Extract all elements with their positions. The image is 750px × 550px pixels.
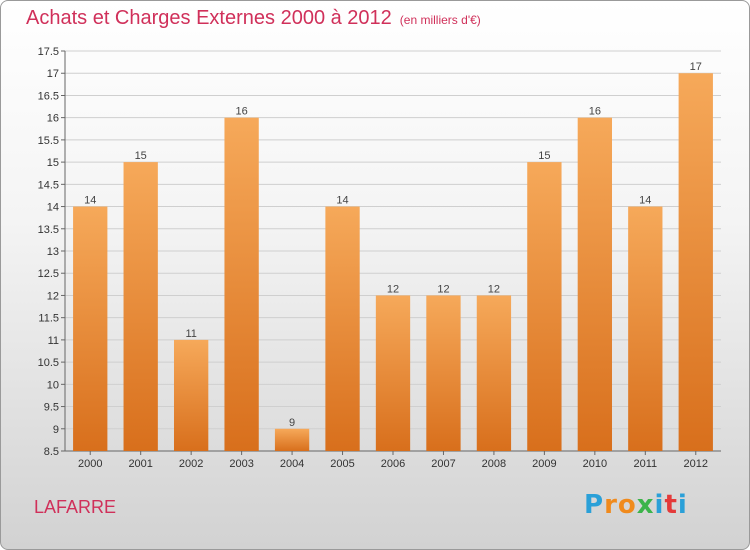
value-label-2006: 12 [387, 283, 399, 295]
chart-title: Achats et Charges Externes 2000 à 2012 (e… [26, 7, 481, 30]
chart-subtitle: (en milliers d'€) [399, 13, 481, 27]
value-labels: 14 15 11 16 9 14 12 12 12 15 16 14 17 [84, 61, 702, 429]
bar-2001 [123, 162, 158, 451]
logo-letter: x [636, 490, 655, 520]
y-tick-label: 11.5 [38, 313, 59, 325]
y-tick-label: 10.5 [38, 357, 59, 369]
y-tick-label: 12 [47, 290, 59, 302]
x-tick-label-2008: 2008 [482, 458, 506, 470]
y-tick-label: 15.5 [38, 135, 59, 147]
value-label-2012: 17 [690, 61, 702, 73]
bar-2012 [678, 73, 713, 451]
x-tick-label-2011: 2011 [633, 458, 657, 470]
bar-2007 [426, 295, 461, 451]
logo-letter: i [677, 490, 688, 520]
y-tick-label: 14.5 [38, 179, 59, 191]
value-label-2002: 11 [185, 328, 196, 340]
y-tick-label: 10 [47, 379, 59, 391]
x-tick-label-2005: 2005 [330, 458, 354, 470]
bars [73, 73, 713, 452]
value-label-2009: 15 [538, 150, 550, 162]
x-tick-label-2007: 2007 [431, 458, 455, 470]
bar-2002 [173, 339, 209, 451]
value-label-2007: 12 [437, 283, 449, 295]
y-tick-label: 13 [47, 246, 59, 258]
bar-2006 [375, 295, 411, 451]
y-tick-label: 17 [47, 68, 59, 80]
axes: 8.599.51010.51111.51212.51313.51414.5151… [38, 46, 721, 470]
bar-2004 [274, 428, 310, 451]
bar-2003 [224, 117, 259, 452]
proxiti-logo: Proxiti [584, 490, 688, 520]
x-tick-label-2006: 2006 [381, 458, 405, 470]
y-tick-label: 16 [47, 113, 59, 125]
y-tick-label: 9 [53, 424, 59, 436]
y-tick-label: 12.5 [38, 268, 59, 280]
y-tick-label: 17.5 [38, 46, 59, 58]
bar-2005 [325, 206, 360, 451]
y-tick-label: 16.5 [38, 90, 59, 102]
y-tick-label: 11 [48, 335, 59, 347]
x-tick-label-2009: 2009 [532, 458, 556, 470]
place-name: LAFARRE [34, 497, 117, 517]
x-tick-label-2003: 2003 [229, 458, 253, 470]
x-tick-label-2002: 2002 [179, 458, 203, 470]
logo-letter: t [664, 490, 678, 520]
value-label-2004: 9 [289, 417, 295, 429]
value-label-2008: 12 [488, 283, 500, 295]
bar-2009 [527, 162, 562, 451]
y-tick-label: 8.5 [44, 446, 59, 458]
y-tick-label: 13.5 [38, 224, 59, 236]
x-tick-label-2001: 2001 [128, 458, 152, 470]
logo-letter: P [584, 490, 605, 520]
value-label-2000: 14 [84, 195, 96, 207]
bar-2011 [628, 206, 663, 451]
value-label-2010: 16 [589, 106, 601, 118]
x-tick-label-2012: 2012 [684, 458, 708, 470]
chart-title-text: Achats et Charges Externes 2000 à 2012 [26, 7, 392, 29]
bar-2000 [73, 206, 108, 451]
y-tick-label: 14 [47, 202, 59, 214]
value-label-2003: 16 [235, 106, 247, 118]
value-label-2011: 14 [639, 195, 651, 207]
x-tick-label-2010: 2010 [583, 458, 607, 470]
bar-2008 [476, 295, 512, 451]
bar-2010 [577, 117, 613, 452]
y-tick-label: 9.5 [44, 402, 59, 414]
value-label-2001: 15 [135, 150, 147, 162]
y-tick-label: 15 [47, 157, 59, 169]
value-label-2005: 14 [336, 195, 348, 207]
logo-letter: o [617, 490, 637, 520]
logo-letter: r [604, 490, 618, 520]
logo-letter: i [654, 490, 665, 520]
x-tick-label-2000: 2000 [78, 458, 102, 470]
x-tick-label-2004: 2004 [280, 458, 304, 470]
